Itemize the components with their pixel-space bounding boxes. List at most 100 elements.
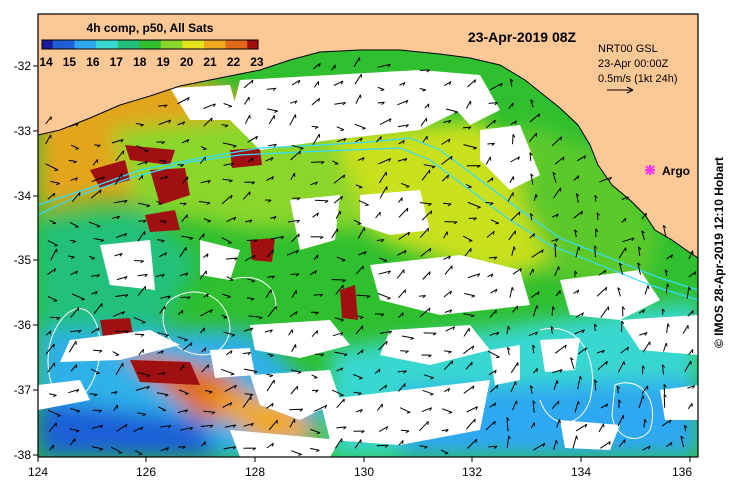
current-arrow	[133, 426, 144, 432]
current-arrow	[290, 385, 299, 395]
current-arrow	[574, 270, 578, 277]
current-arrow	[93, 238, 104, 243]
current-arrow	[178, 446, 186, 450]
current-arrow	[155, 273, 165, 278]
current-arrow	[554, 344, 567, 354]
colorbar-segment	[106, 40, 113, 49]
current-arrow	[137, 412, 146, 417]
current-arrow	[242, 352, 252, 356]
current-arrow	[443, 360, 454, 371]
current-arrow	[181, 138, 190, 144]
colorbar-tick-label: 18	[133, 55, 147, 69]
current-arrow	[309, 270, 317, 276]
current-arrow	[358, 251, 367, 256]
current-arrow	[137, 285, 146, 296]
y-tick-32: -32	[14, 59, 32, 73]
current-arrow	[397, 158, 408, 162]
current-arrow	[289, 408, 304, 412]
current-arrow	[621, 217, 627, 223]
current-arrow	[687, 385, 696, 389]
current-arrow	[312, 133, 321, 145]
argo-label: Argo	[662, 164, 690, 178]
current-arrow	[247, 135, 258, 143]
current-arrow	[226, 216, 237, 223]
current-arrow	[443, 81, 452, 87]
current-arrow	[529, 113, 541, 123]
current-arrow	[621, 320, 625, 332]
current-arrow	[158, 104, 168, 108]
current-arrow	[203, 117, 213, 127]
current-arrow	[310, 447, 320, 453]
current-arrow	[314, 199, 329, 204]
colorbar-segment	[198, 40, 205, 49]
colorbar-segment	[123, 40, 129, 49]
current-arrow	[642, 365, 646, 375]
colorbar-segment	[85, 40, 92, 49]
current-arrow	[179, 202, 187, 206]
current-arrow	[355, 184, 363, 189]
colorbar-segment	[69, 40, 75, 49]
current-arrow	[179, 426, 194, 431]
current-arrow	[506, 325, 511, 335]
current-arrow	[45, 134, 52, 145]
current-arrow	[377, 101, 385, 105]
current-arrow	[531, 249, 544, 258]
current-arrow	[378, 158, 392, 165]
current-arrow	[88, 221, 101, 228]
current-arrow	[399, 82, 406, 86]
current-arrow	[552, 171, 557, 183]
current-arrow	[291, 344, 297, 352]
current-arrow	[223, 103, 233, 108]
current-arrow	[420, 117, 428, 127]
current-arrow	[554, 242, 558, 258]
current-arrow	[201, 347, 207, 353]
current-arrow	[443, 231, 448, 239]
current-arrow	[530, 291, 540, 299]
date-title: 23-Apr-2019 08Z	[468, 29, 577, 45]
current-arrow	[45, 116, 52, 125]
colorbar-tick-label: 19	[157, 55, 171, 69]
plot-area	[38, 14, 698, 457]
current-arrow	[575, 312, 585, 318]
current-arrow	[314, 353, 325, 357]
current-arrow	[288, 329, 293, 336]
current-arrow	[336, 137, 347, 143]
current-arrow	[266, 373, 274, 378]
current-arrow	[69, 239, 77, 244]
current-arrow	[45, 343, 55, 355]
current-arrow	[466, 406, 479, 413]
colorbar-segment	[187, 40, 194, 49]
colorbar-tick-label: 23	[250, 55, 264, 69]
current-arrow	[181, 235, 194, 241]
current-arrow	[225, 257, 238, 261]
colorbar-segment	[209, 40, 216, 49]
isobaths	[38, 137, 698, 301]
current-arrow	[181, 214, 188, 223]
colorbar-segment	[231, 40, 237, 49]
current-arrow	[270, 235, 285, 240]
current-arrow	[665, 283, 670, 294]
current-arrow	[290, 273, 300, 277]
current-arrow	[177, 309, 184, 315]
current-arrow	[554, 266, 560, 276]
current-arrow	[336, 426, 347, 430]
current-arrow	[551, 238, 559, 243]
current-arrow	[398, 207, 409, 218]
current-arrow	[378, 171, 387, 184]
current-arrow	[331, 228, 339, 239]
current-arrow	[376, 136, 382, 143]
current-arrow	[266, 379, 275, 392]
current-arrow	[353, 374, 363, 380]
plot-frame	[37, 13, 699, 458]
current-arrow	[201, 441, 206, 447]
current-arrow	[441, 138, 451, 145]
current-arrow	[331, 389, 344, 397]
current-arrow	[445, 108, 458, 114]
current-arrow	[530, 173, 534, 185]
current-arrow	[489, 384, 499, 393]
current-arrow	[221, 194, 233, 205]
current-arrow	[134, 260, 144, 264]
current-arrow	[91, 290, 98, 295]
current-arrow	[512, 400, 518, 411]
current-arrow	[687, 403, 693, 410]
